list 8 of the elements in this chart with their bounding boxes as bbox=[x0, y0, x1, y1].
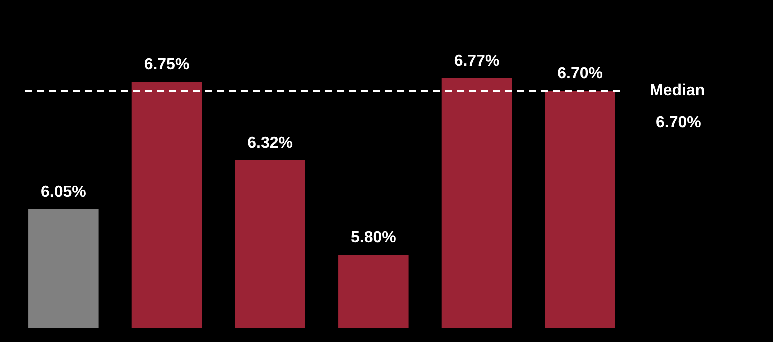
text: 6.70% bbox=[656, 114, 702, 132]
data-label: 6.70% bbox=[558, 66, 604, 83]
ref-line-label: Median bbox=[650, 82, 706, 100]
data-label: 5.80% bbox=[350, 230, 396, 247]
data-label: 6.77% bbox=[454, 52, 500, 70]
data-label: 6.05% bbox=[40, 184, 86, 201]
data-label: 6.75% bbox=[144, 56, 190, 74]
data-label: 6.32% bbox=[248, 134, 294, 152]
